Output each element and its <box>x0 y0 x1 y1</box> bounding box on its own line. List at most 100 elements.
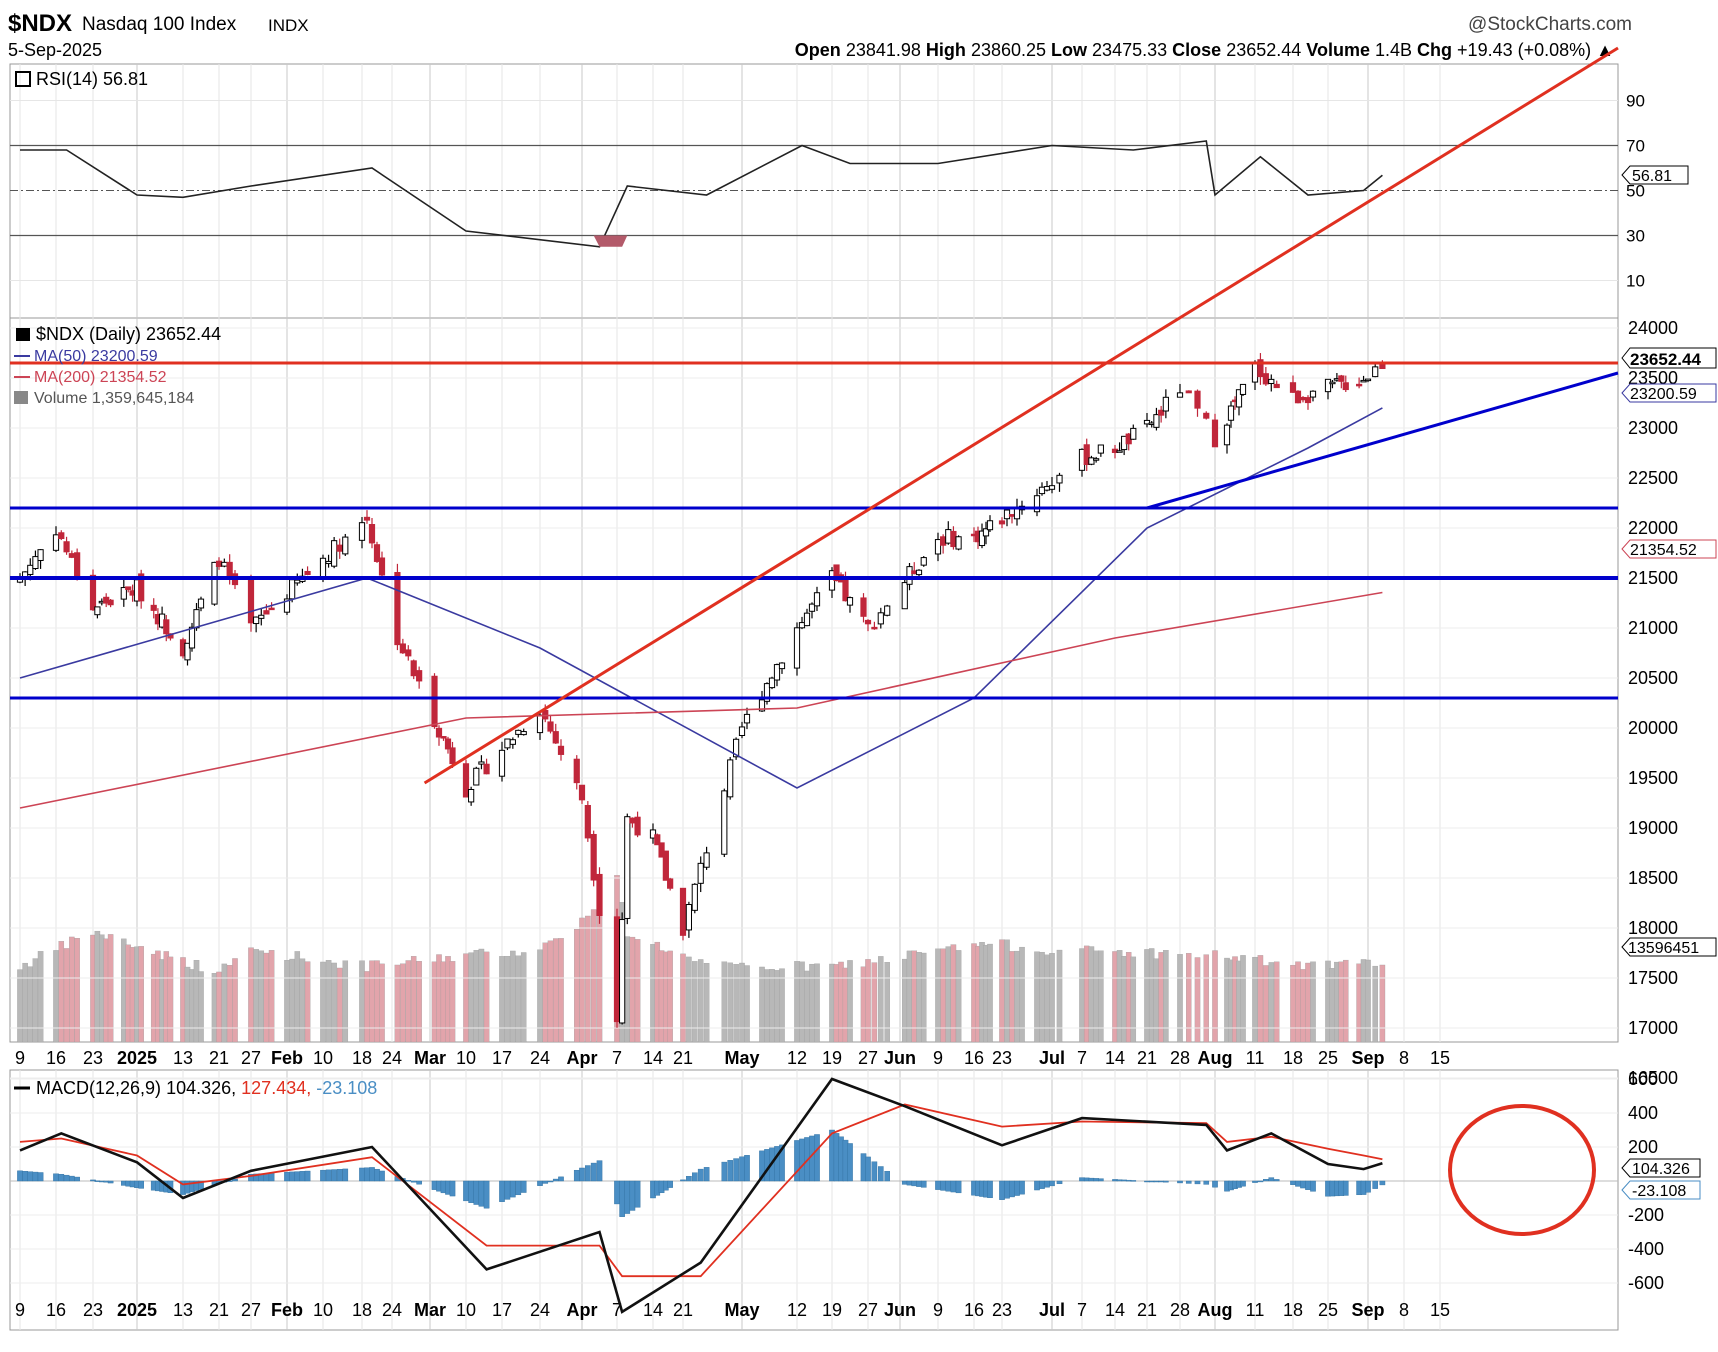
candle-body <box>52 534 60 551</box>
macd-histogram-bar <box>289 1171 295 1182</box>
rsi-axis-label: 50 <box>1626 182 1645 201</box>
candle-body <box>1235 389 1243 408</box>
volume-bar <box>814 963 820 1043</box>
volume-bar <box>1158 952 1164 1043</box>
macd-histogram-bar <box>90 1179 96 1182</box>
macd-histogram-bar <box>1194 1180 1201 1185</box>
macd-histogram-bar <box>1305 1180 1311 1190</box>
macd-histogram-bar <box>232 1178 238 1182</box>
macd-histogram-bar <box>331 1169 337 1182</box>
close-value-tag: 23652.44 <box>1621 347 1717 369</box>
candle-body <box>1153 414 1160 428</box>
watermark[interactable]: @StockCharts.com <box>1468 14 1632 35</box>
macd-histogram-bar <box>950 1180 957 1193</box>
macd-histogram-bar <box>499 1180 505 1202</box>
candle-body <box>727 759 734 798</box>
rsi-legend-swatch <box>15 71 31 87</box>
candle-body <box>1083 444 1090 465</box>
volume-bar <box>987 943 993 1043</box>
x-tick-label: 12 <box>787 1048 807 1068</box>
candle-body <box>368 524 376 544</box>
candle-body <box>596 873 603 916</box>
candle-body <box>1360 379 1367 383</box>
volume-bar <box>764 969 770 1043</box>
candle-body <box>1239 383 1247 395</box>
x-tick-label: Apr <box>567 1048 598 1068</box>
macd-histogram-bar <box>865 1156 871 1182</box>
macd-histogram-bar <box>1148 1180 1155 1183</box>
candle-body <box>1033 495 1041 513</box>
x-tick-label: Mar <box>414 1048 446 1068</box>
candle-body <box>1211 419 1219 448</box>
svg-text:23652.44: 23652.44 <box>1630 350 1701 369</box>
volume-bar <box>463 953 469 1043</box>
volume-value-tag: 13596451 <box>1621 937 1717 957</box>
macd-histogram-bar <box>304 1170 311 1182</box>
candle-body <box>410 660 417 677</box>
macd-histogram-bar <box>473 1180 480 1205</box>
x-tick-label: Jul <box>1039 1048 1065 1068</box>
rsi-oversold-fill <box>593 235 628 247</box>
candle-body <box>221 561 228 567</box>
volume-bar <box>902 958 908 1043</box>
macd-histogram-bar <box>138 1180 144 1189</box>
macd-histogram-bar <box>1098 1178 1104 1182</box>
macd-histogram-bar <box>369 1167 375 1182</box>
svg-text:13596451: 13596451 <box>1628 940 1699 957</box>
candle-body <box>584 804 591 839</box>
volume-bar <box>703 963 710 1043</box>
macd-histogram-bar <box>17 1170 23 1182</box>
candle-body <box>871 626 878 630</box>
volume-bar <box>359 960 365 1043</box>
candle-body <box>1116 450 1123 453</box>
price-axis-label: 22500 <box>1628 468 1678 488</box>
volume-bar <box>1263 965 1269 1043</box>
volume-bar <box>624 936 631 1043</box>
volume-bar <box>1203 954 1210 1043</box>
volume-bar <box>32 958 39 1043</box>
volume-bar <box>579 917 585 1043</box>
price-axis-label: 17000 <box>1628 1018 1678 1038</box>
macd-histogram-bar <box>906 1180 913 1186</box>
volume-bar <box>1343 959 1349 1043</box>
x-tick-label: 10 <box>313 1300 333 1320</box>
macd-histogram-bar <box>1049 1180 1055 1187</box>
volume-bar <box>1295 961 1301 1043</box>
x-tick-label: 11 <box>1246 1300 1265 1320</box>
candle-body <box>363 516 371 521</box>
candle-body <box>743 713 751 724</box>
volume-bar <box>520 952 527 1043</box>
candle-body <box>509 739 516 745</box>
volume-bar <box>697 959 704 1043</box>
macd-legend-signal: 127.434, <box>241 1078 311 1098</box>
macd-histogram-bar <box>1379 1180 1386 1186</box>
x-tick-label: Jun <box>884 1048 916 1068</box>
volume-bar <box>692 961 698 1043</box>
volume-bar <box>510 950 516 1043</box>
candle-body <box>613 916 621 1023</box>
price-axis-label: 21000 <box>1628 618 1678 638</box>
candle-body <box>74 552 81 579</box>
candle-body <box>1048 485 1056 490</box>
macd-histogram-bar <box>1019 1180 1025 1195</box>
candle-body <box>188 626 196 649</box>
candle-body <box>1329 381 1336 385</box>
high-label: High <box>925 40 966 60</box>
volume-bar <box>1372 965 1378 1043</box>
macd-histogram-bar <box>955 1180 962 1194</box>
candle-body <box>915 569 923 576</box>
x-tick-label: 21 <box>209 1300 229 1320</box>
volume-bar <box>268 950 275 1043</box>
close-value: 23652.44 <box>1226 40 1302 60</box>
candle-body <box>738 726 746 737</box>
price-axis-label: 19000 <box>1628 818 1678 838</box>
candle-body <box>449 747 456 765</box>
macd-histogram-bar <box>410 1180 417 1183</box>
price-axis-label: 19500 <box>1628 768 1678 788</box>
volume-bar <box>331 962 337 1043</box>
candle-body <box>978 530 986 547</box>
candle-body <box>619 919 626 1024</box>
exchange-label: INDX <box>268 16 309 35</box>
macd-histogram-bar <box>1300 1180 1306 1189</box>
candle-body <box>1158 409 1165 416</box>
